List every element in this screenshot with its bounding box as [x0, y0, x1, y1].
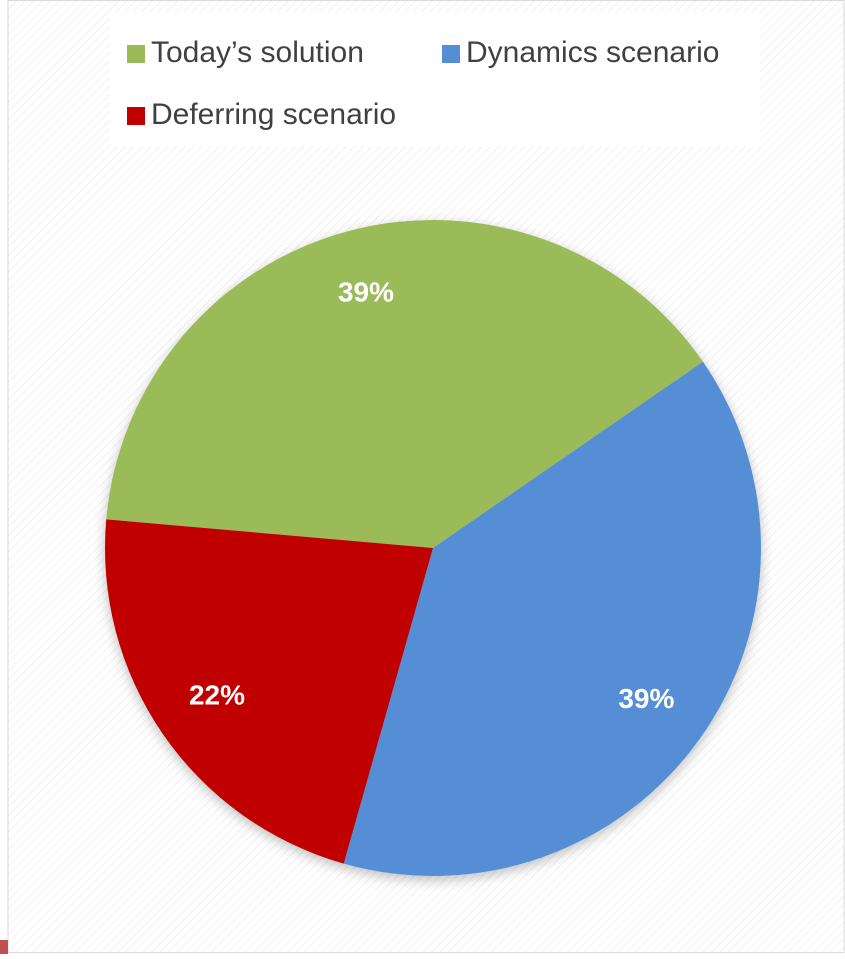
legend-swatch [127, 107, 145, 125]
data-label: 39% [618, 683, 674, 714]
legend-label: Dynamics scenario [466, 36, 719, 69]
legend-box [110, 12, 760, 146]
legend-label: Today’s solution [151, 36, 364, 69]
legend-swatch [442, 45, 460, 63]
pie-slice [105, 519, 433, 864]
data-label: 22% [189, 679, 245, 710]
pie [105, 220, 761, 876]
data-label: 39% [338, 277, 394, 308]
legend-label: Deferring scenario [151, 98, 396, 131]
legend-swatch [127, 45, 145, 63]
edge-marker [0, 940, 8, 954]
pie-slice [343, 361, 761, 876]
pie-slice [106, 220, 703, 548]
